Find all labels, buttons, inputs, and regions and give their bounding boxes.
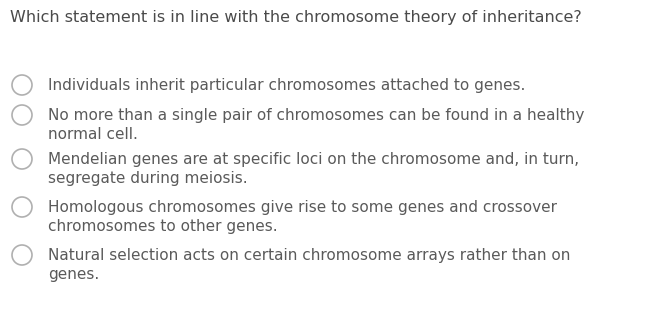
- Text: Individuals inherit particular chromosomes attached to genes.: Individuals inherit particular chromosom…: [48, 78, 526, 93]
- Text: Natural selection acts on certain chromosome arrays rather than on
genes.: Natural selection acts on certain chromo…: [48, 248, 570, 282]
- Text: Mendelian genes are at specific loci on the chromosome and, in turn,
segregate d: Mendelian genes are at specific loci on …: [48, 152, 579, 186]
- Text: Homologous chromosomes give rise to some genes and crossover
chromosomes to othe: Homologous chromosomes give rise to some…: [48, 200, 557, 234]
- Text: No more than a single pair of chromosomes can be found in a healthy
normal cell.: No more than a single pair of chromosome…: [48, 108, 584, 142]
- Text: Which statement is in line with the chromosome theory of inheritance?: Which statement is in line with the chro…: [10, 10, 582, 25]
